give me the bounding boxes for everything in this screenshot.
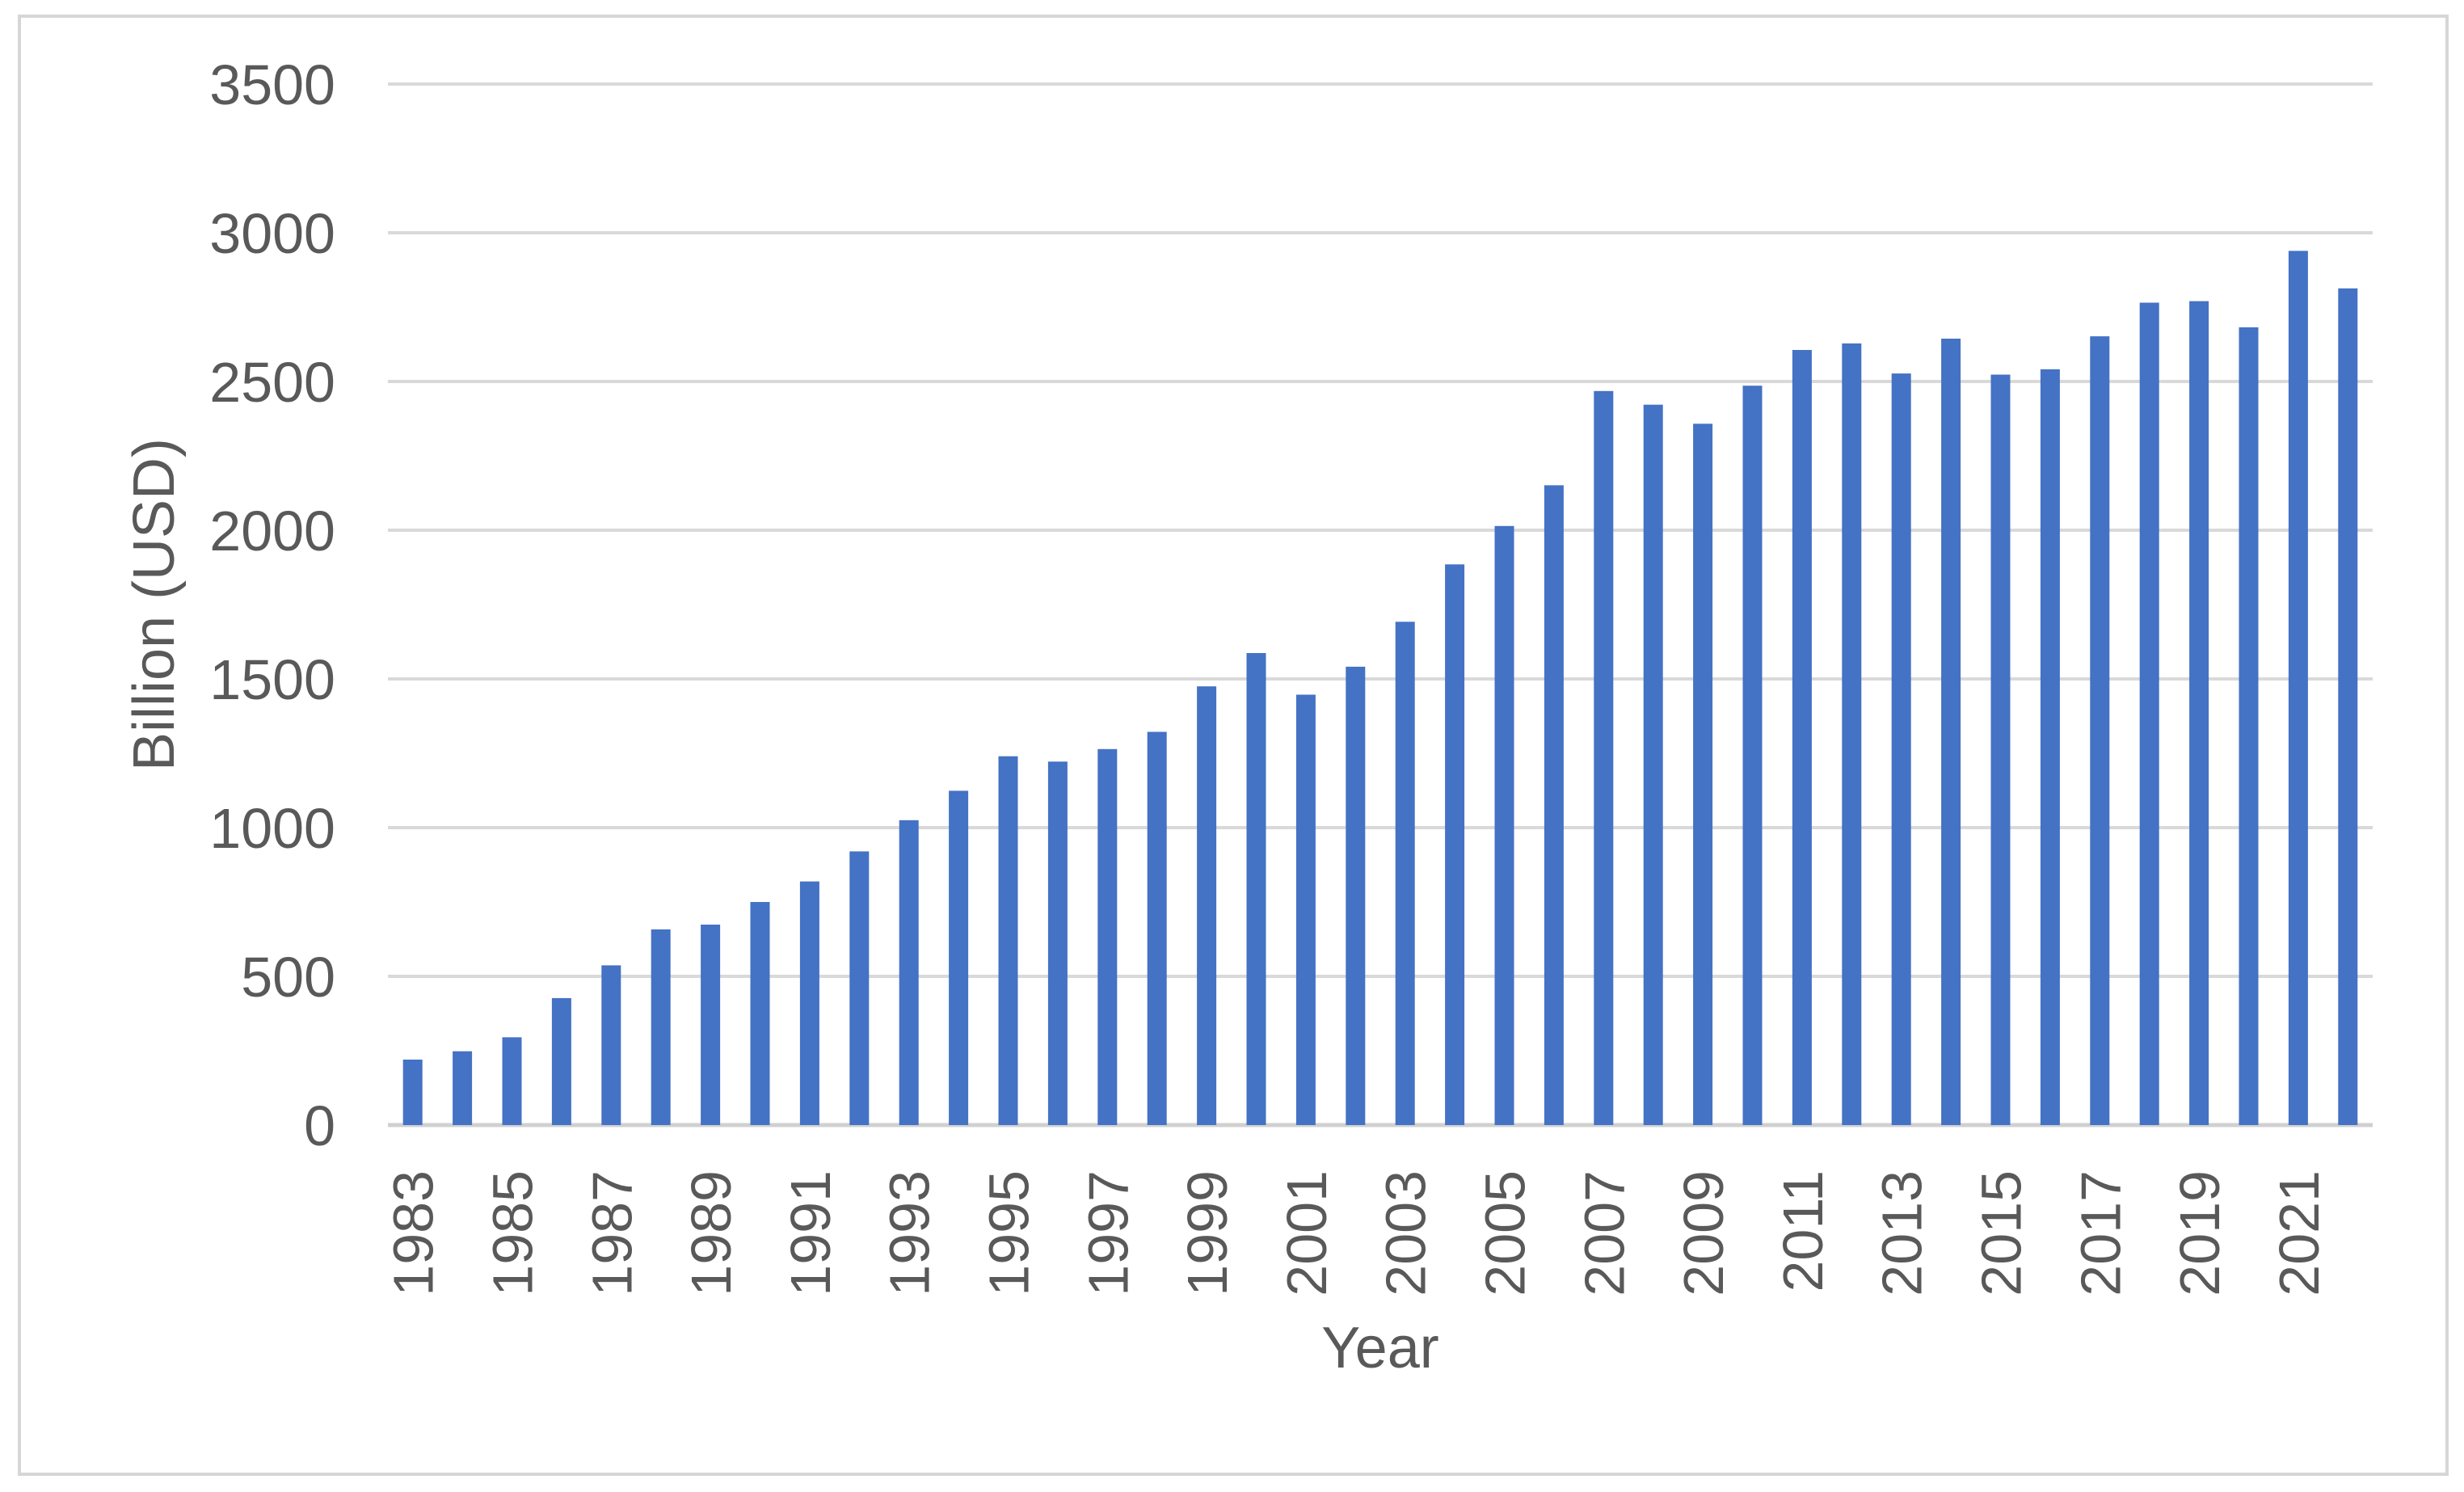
bar-1997 bbox=[1097, 748, 1118, 1125]
y-tick-label-500: 500 bbox=[241, 946, 335, 1009]
bar-1987 bbox=[601, 965, 621, 1125]
x-tick-label-1989: 1989 bbox=[680, 1170, 743, 1296]
y-tick-label-1000: 1000 bbox=[209, 797, 335, 860]
x-tick-label-1993: 1993 bbox=[878, 1170, 941, 1296]
x-tick-label-2009: 2009 bbox=[1672, 1170, 1735, 1296]
bar-2014 bbox=[1941, 339, 1961, 1125]
x-tick-label-2015: 2015 bbox=[1970, 1170, 2033, 1296]
bar-1989 bbox=[701, 925, 721, 1125]
x-tick-label-1985: 1985 bbox=[482, 1170, 545, 1296]
y-tick-label-3000: 3000 bbox=[209, 202, 335, 265]
y-axis-tick-labels: 0 500 1000 1500 2000 2500 3000 3500 bbox=[209, 53, 335, 1157]
x-tick-label-1987: 1987 bbox=[580, 1170, 643, 1296]
bar-2010 bbox=[1742, 386, 1763, 1125]
bar-1999 bbox=[1197, 686, 1217, 1125]
bar-2009 bbox=[1693, 424, 1713, 1125]
x-tick-label-1997: 1997 bbox=[1076, 1170, 1139, 1296]
bar-2022 bbox=[2338, 288, 2358, 1125]
bar-2005 bbox=[1494, 525, 1514, 1125]
bar-2012 bbox=[1842, 343, 1862, 1125]
bar-1986 bbox=[551, 997, 571, 1125]
bar-1983 bbox=[402, 1060, 423, 1125]
bar-2003 bbox=[1395, 622, 1415, 1125]
x-tick-label-2013: 2013 bbox=[1871, 1170, 1934, 1296]
x-tick-label-2007: 2007 bbox=[1573, 1170, 1636, 1296]
bar-2008 bbox=[1643, 404, 1663, 1125]
x-tick-label-1991: 1991 bbox=[779, 1170, 842, 1296]
bar-2007 bbox=[1594, 390, 1614, 1125]
bar-1993 bbox=[899, 820, 919, 1125]
x-tick-label-2011: 2011 bbox=[1771, 1170, 1834, 1292]
y-tick-label-1500: 1500 bbox=[209, 648, 335, 711]
bar-1984 bbox=[453, 1051, 473, 1125]
x-tick-label-1999: 1999 bbox=[1176, 1170, 1239, 1296]
bar-2019 bbox=[2189, 301, 2209, 1126]
bar-1985 bbox=[502, 1037, 522, 1125]
bar-2020 bbox=[2239, 327, 2259, 1125]
bar-1995 bbox=[998, 756, 1018, 1125]
gridlines-layer bbox=[388, 82, 2373, 1127]
x-axis-title: Year bbox=[1321, 1316, 1438, 1380]
bar-1998 bbox=[1147, 731, 1167, 1125]
bar-2011 bbox=[1792, 350, 1812, 1125]
y-tick-label-0: 0 bbox=[304, 1094, 335, 1157]
x-tick-label-2021: 2021 bbox=[2268, 1170, 2331, 1296]
x-axis-tick-labels: 1983 1985 1987 1989 1991 1993 1995 1997 1999 2001… bbox=[382, 1170, 2331, 1296]
y-axis-title: Billion (USD) bbox=[122, 438, 187, 771]
bar-1992 bbox=[849, 851, 870, 1125]
x-tick-label-2003: 2003 bbox=[1375, 1170, 1438, 1296]
y-tick-label-2500: 2500 bbox=[209, 351, 335, 414]
bar-2006 bbox=[1544, 485, 1564, 1125]
bar-2017 bbox=[2090, 336, 2110, 1126]
bar-2004 bbox=[1445, 564, 1465, 1125]
bar-2021 bbox=[2288, 251, 2308, 1125]
bar-2001 bbox=[1295, 694, 1316, 1125]
bar-1990 bbox=[750, 902, 770, 1125]
chart-border bbox=[18, 15, 2449, 1476]
bars-layer bbox=[402, 251, 2358, 1126]
x-tick-label-1995: 1995 bbox=[978, 1170, 1041, 1296]
bar-1996 bbox=[1047, 761, 1068, 1125]
bar-2000 bbox=[1246, 653, 1266, 1125]
bar-2016 bbox=[2040, 369, 2060, 1125]
y-tick-label-2000: 2000 bbox=[209, 499, 335, 563]
x-tick-label-1983: 1983 bbox=[382, 1170, 445, 1296]
x-tick-label-2019: 2019 bbox=[2168, 1170, 2231, 1296]
bar-2002 bbox=[1346, 666, 1366, 1125]
bar-1988 bbox=[651, 929, 671, 1125]
bar-1991 bbox=[799, 881, 819, 1125]
bar-2013 bbox=[1891, 373, 1911, 1126]
x-tick-label-2005: 2005 bbox=[1474, 1170, 1537, 1296]
bar-2018 bbox=[2139, 302, 2159, 1125]
y-tick-label-3500: 3500 bbox=[209, 53, 335, 116]
bar-1994 bbox=[949, 790, 969, 1125]
x-tick-label-2017: 2017 bbox=[2069, 1170, 2132, 1296]
x-tick-label-2001: 2001 bbox=[1275, 1170, 1338, 1296]
bar-2015 bbox=[1990, 374, 2011, 1125]
